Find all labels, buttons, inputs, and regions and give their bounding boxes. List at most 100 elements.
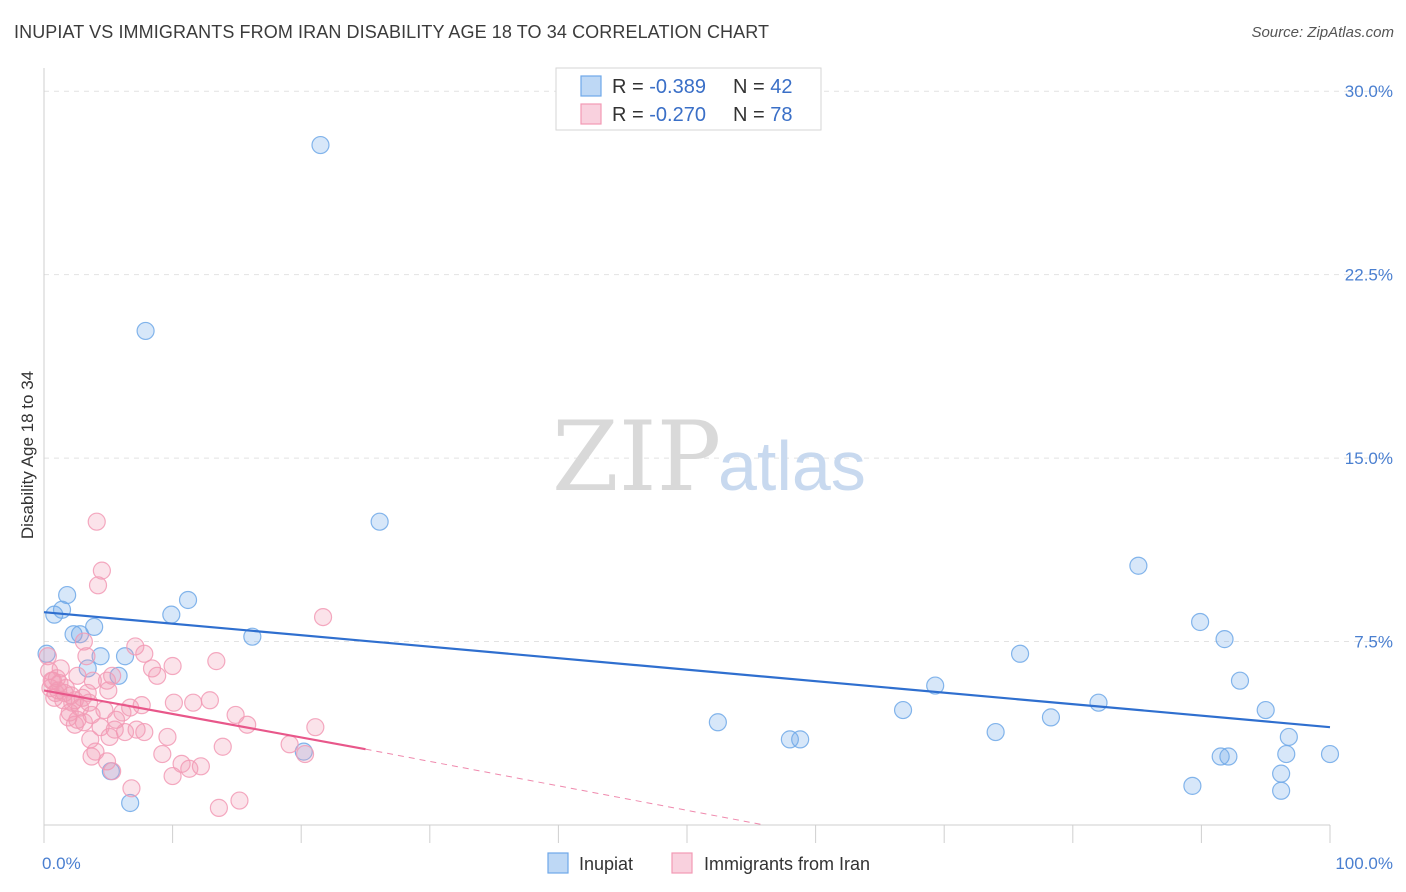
- data-point: [1272, 764, 1291, 783]
- legend-r-label-inupiat: R =: [612, 76, 649, 98]
- data-point: [295, 744, 315, 764]
- series-points-inupiat: [37, 135, 1340, 813]
- trend-lines: [43, 611, 1331, 826]
- data-point: [1320, 744, 1340, 764]
- data-point: [64, 625, 83, 644]
- data-point: [893, 700, 913, 720]
- data-point: [97, 671, 117, 690]
- data-point: [926, 676, 945, 695]
- chart-title: INUPIAT VS IMMIGRANTS FROM IRAN DISABILI…: [14, 22, 770, 42]
- data-point: [74, 632, 93, 651]
- x-tick-label-min: 0.0%: [42, 854, 81, 873]
- y-tick-label: 30.0%: [1345, 82, 1393, 101]
- data-point: [88, 576, 108, 595]
- watermark-zip: ZIP: [552, 401, 721, 513]
- data-point: [106, 710, 126, 729]
- data-point: [63, 693, 82, 712]
- data-point: [178, 590, 198, 610]
- data-point: [135, 644, 154, 663]
- data-point: [230, 791, 249, 810]
- data-point: [306, 718, 325, 737]
- data-point: [164, 693, 183, 712]
- y-tick-label: 7.5%: [1354, 633, 1393, 652]
- legend-box: [555, 67, 822, 131]
- data-point: [1219, 747, 1238, 766]
- data-point: [158, 727, 177, 747]
- x-tick-label-max: 100.0%: [1335, 854, 1393, 873]
- chart-source: Source: ZipAtlas.com: [1251, 24, 1394, 41]
- data-point: [1041, 708, 1061, 727]
- data-point: [191, 757, 210, 776]
- data-point: [1230, 671, 1250, 690]
- legend-n-iran: N = 78: [733, 104, 793, 126]
- data-point: [1256, 700, 1275, 720]
- data-point: [103, 762, 122, 781]
- data-point: [1215, 630, 1234, 649]
- data-point: [148, 666, 167, 685]
- legend-swatch-iran: [580, 103, 602, 125]
- data-point: [1183, 776, 1202, 795]
- data-point: [153, 744, 172, 764]
- data-point: [1129, 556, 1148, 575]
- data-point: [163, 766, 182, 786]
- legend-row-iran: R = -0.270: [612, 104, 706, 126]
- data-point: [65, 715, 84, 734]
- data-point: [209, 798, 228, 817]
- legend-swatch-inupiat: [580, 75, 602, 97]
- trend-line-iran: [43, 689, 366, 751]
- y-axis-title: Disability Age 18 to 34: [18, 371, 37, 539]
- data-point: [135, 722, 154, 742]
- gridlines: [44, 90, 1393, 643]
- data-point: [213, 737, 232, 756]
- series-legend-label-inupiat: Inupiat: [579, 854, 633, 874]
- data-point: [370, 512, 389, 531]
- data-point: [313, 607, 333, 627]
- series-legend: Inupiat Immigrants from Iran: [547, 852, 870, 874]
- series-legend-swatch-iran: [671, 852, 693, 874]
- data-point: [163, 656, 182, 676]
- data-point: [238, 715, 257, 734]
- legend-n-value-iran: 78: [770, 104, 792, 126]
- correlation-legend: R = -0.389 N = 42 R = -0.270 N = 78: [555, 67, 822, 131]
- data-point: [986, 722, 1005, 742]
- data-point: [99, 681, 118, 700]
- data-point: [207, 652, 226, 671]
- data-point: [1089, 693, 1108, 712]
- data-point: [82, 747, 101, 766]
- legend-row-inupiat: R = -0.389: [612, 76, 706, 98]
- legend-n-inupiat: N = 42: [733, 76, 793, 98]
- data-point: [92, 561, 111, 580]
- watermark-atlas: atlas: [718, 427, 866, 505]
- series-legend-label-iran: Immigrants from Iran: [704, 854, 870, 874]
- data-point: [791, 730, 810, 749]
- data-point: [115, 722, 135, 742]
- data-point: [780, 730, 799, 749]
- data-point: [1279, 727, 1298, 747]
- legend-n-label-inupiat: N =: [733, 76, 770, 98]
- data-point: [77, 647, 96, 666]
- data-point: [91, 647, 110, 666]
- data-point: [180, 759, 199, 778]
- data-point: [311, 135, 330, 155]
- data-point: [1191, 612, 1210, 632]
- data-point: [200, 691, 219, 710]
- data-point: [1010, 644, 1030, 663]
- data-point: [184, 693, 203, 712]
- data-point: [226, 705, 245, 725]
- y-tick-label: 22.5%: [1345, 266, 1393, 285]
- trend-line-inupiat: [43, 611, 1331, 729]
- trend-line-extension-iran: [365, 748, 765, 826]
- data-point: [103, 666, 122, 685]
- data-point: [87, 512, 106, 531]
- data-point: [97, 752, 117, 771]
- data-point: [136, 321, 155, 341]
- data-point: [280, 735, 299, 754]
- data-point: [109, 666, 128, 685]
- y-tick-labels: 7.5% 15.0% 22.5% 30.0%: [1345, 82, 1393, 651]
- data-point: [1277, 744, 1296, 764]
- data-point: [1272, 781, 1291, 800]
- legend-r-label-iran: R =: [612, 104, 649, 126]
- data-point: [708, 713, 727, 732]
- axes: [43, 68, 1331, 843]
- data-point: [40, 661, 59, 681]
